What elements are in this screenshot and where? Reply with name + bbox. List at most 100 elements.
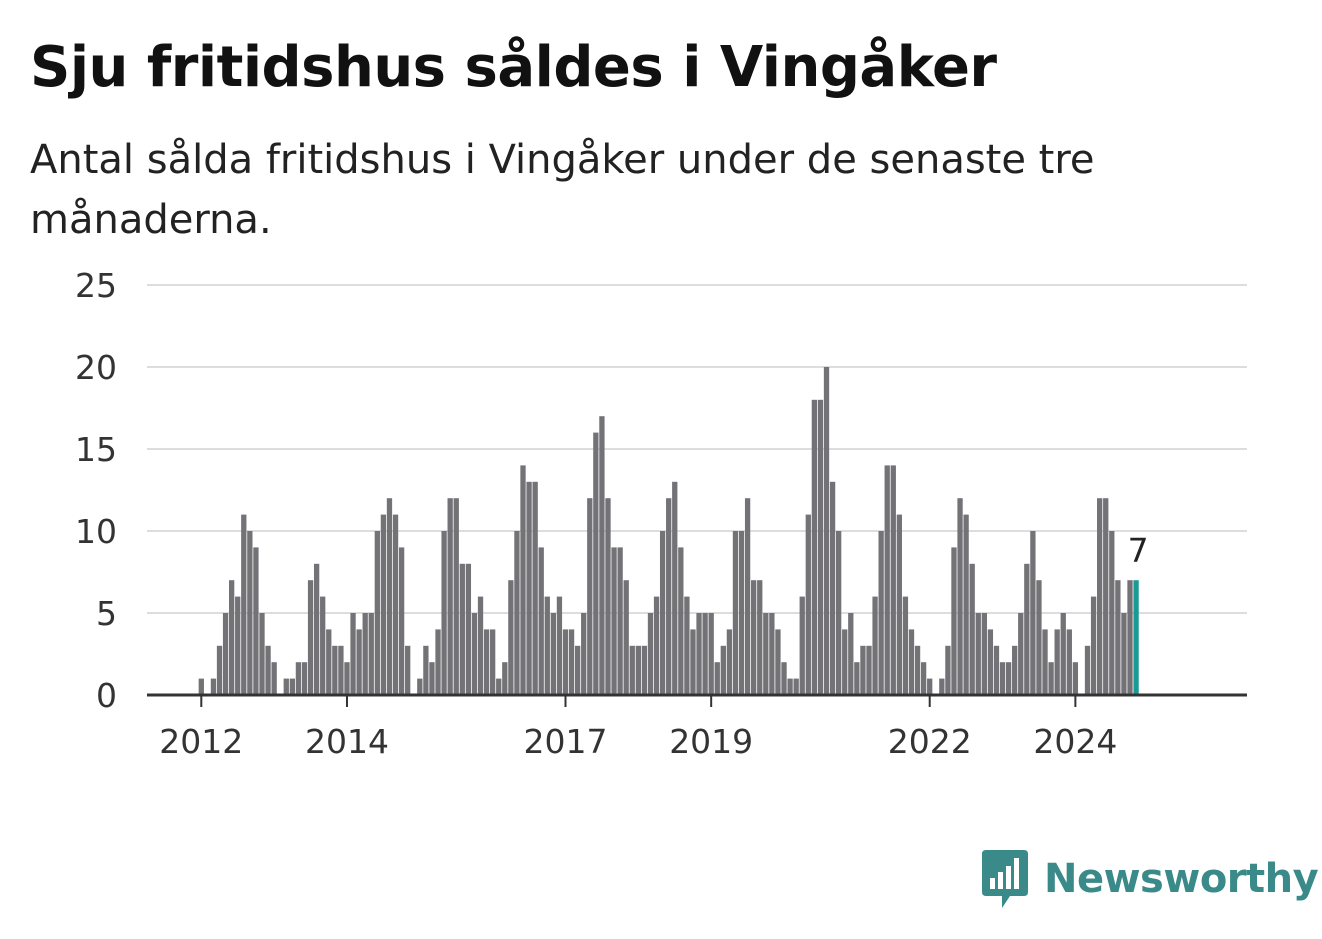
bar [829,481,836,695]
bar [1072,662,1079,695]
bar [1090,596,1097,695]
bar [320,596,326,695]
bar [672,481,678,695]
bar [787,678,793,695]
bar [307,580,314,695]
bar [405,645,411,695]
bar [496,678,502,695]
bar [1036,580,1042,695]
bar [799,596,805,695]
bar [605,498,611,695]
x-tick-label: 2024 [1033,722,1117,761]
bar [1066,629,1072,695]
bar [617,547,623,695]
bar [611,547,617,695]
bar [1084,645,1091,695]
bar [1012,645,1018,695]
bar [678,547,684,695]
bar [229,580,235,695]
bar [587,498,593,695]
bar [471,613,478,695]
bar [635,645,641,695]
bar [842,629,848,695]
bar [289,678,295,695]
brand-name: Newsworthy [1044,856,1319,902]
bar [1030,531,1036,695]
bar [398,547,405,695]
bar [878,531,884,695]
bar [666,498,672,695]
y-tick-label: 5 [96,594,117,633]
bar [939,678,945,695]
bar [392,514,399,695]
labels: 0 5 10 15 20 25 2012 2014 2017 2019 2022 2024 7 [75,266,1149,761]
bar [313,563,320,695]
bar [459,563,465,695]
bar [502,662,508,695]
bar [623,580,629,695]
bar [568,629,575,695]
axes [147,693,1247,707]
bar [417,678,423,695]
bar [1024,563,1030,695]
bar [581,613,587,695]
bar [265,645,271,695]
bar [872,596,878,695]
bar [690,629,696,695]
bar-chart-logo-icon [982,850,1028,908]
bar [659,531,666,695]
bar [702,613,708,695]
y-tick-label: 0 [96,676,117,715]
bar [1042,629,1048,695]
bar [1097,498,1103,695]
bar [1115,580,1121,695]
bar [744,498,751,695]
bar-highlight [1133,580,1139,695]
bar [1127,580,1133,695]
bar [283,678,289,695]
bar [477,596,484,695]
newsworthy-logo: Newsworthy [980,848,1319,910]
bar [532,481,538,695]
bar [927,678,933,695]
bar [544,596,550,695]
bar [453,498,459,695]
bar [210,678,217,695]
bar [556,596,563,695]
bar [914,645,921,695]
bar [198,678,204,695]
gridlines [147,284,1247,614]
bar [714,662,720,695]
bar [836,531,842,695]
bar [241,514,247,695]
bar [902,596,909,695]
bar [811,399,818,695]
bar [987,629,994,695]
bar [441,531,447,695]
bar [562,629,569,695]
bar [1005,662,1012,695]
bar [866,645,872,695]
y-tick-label: 25 [75,266,117,305]
bar [805,514,811,695]
bar [574,645,581,695]
bar [726,629,733,695]
bar [483,629,490,695]
bar [781,662,787,695]
bar [647,613,654,695]
x-tick-label: 2017 [524,722,608,761]
bar [344,662,350,695]
bar [1048,662,1054,695]
bar [757,580,763,695]
bar [708,613,714,695]
x-tick-label: 2019 [669,722,753,761]
bar [1103,498,1109,695]
bar [338,645,344,695]
bar [1121,613,1127,695]
y-tick-label: 15 [75,430,117,469]
bar [380,514,387,695]
bar [945,645,951,695]
x-tick-label: 2022 [888,722,972,761]
bar [356,629,362,695]
bar [884,465,890,695]
